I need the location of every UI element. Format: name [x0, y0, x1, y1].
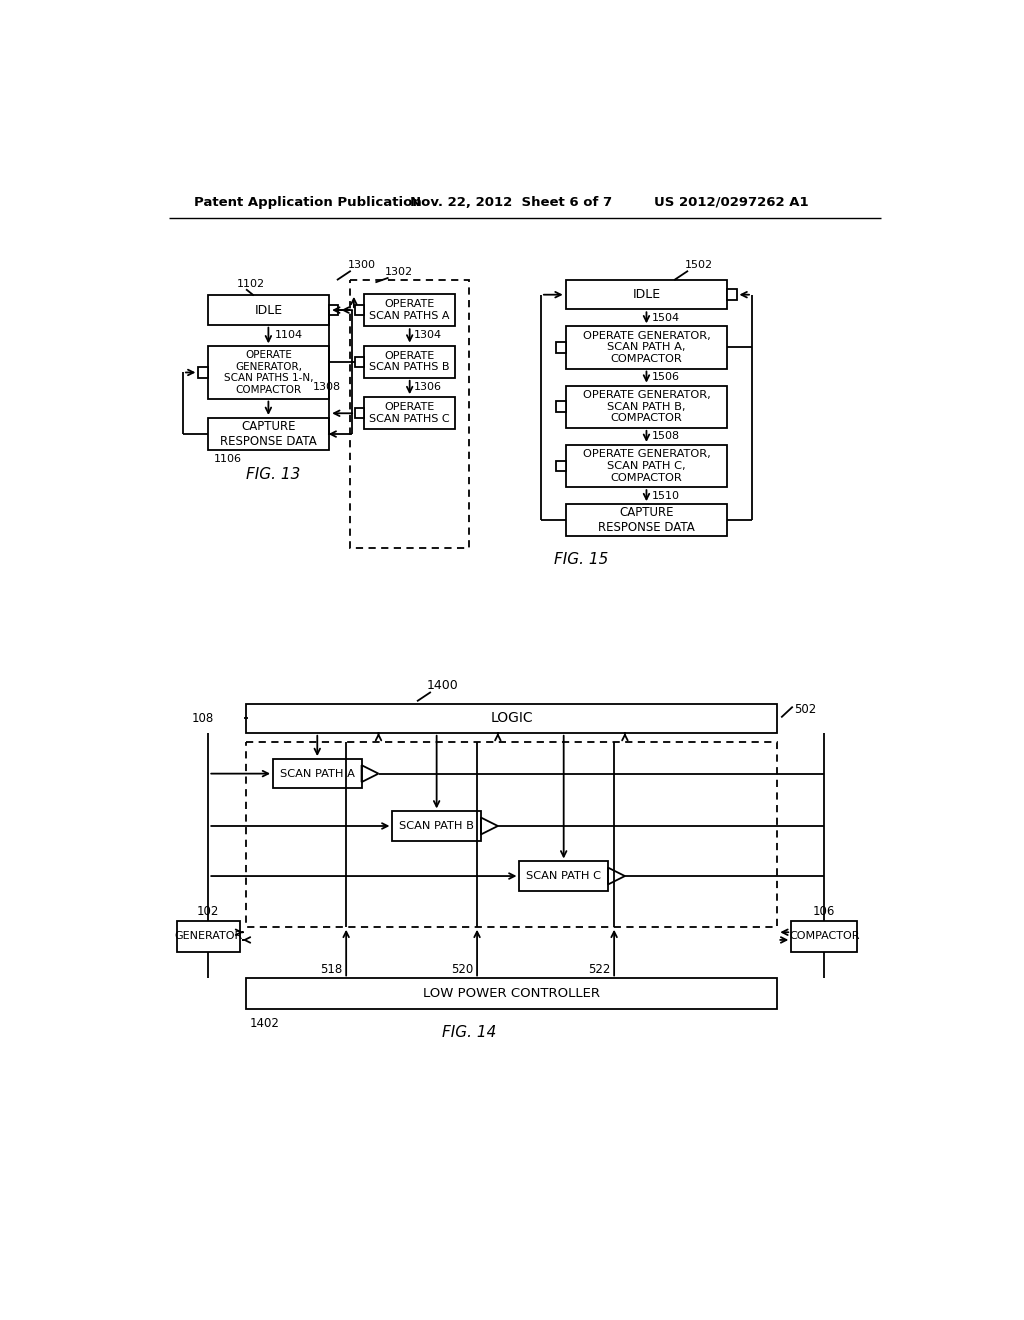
Text: OPERATE GENERATOR,
SCAN PATH C,
COMPACTOR: OPERATE GENERATOR, SCAN PATH C, COMPACTO…	[583, 449, 711, 483]
Text: 102: 102	[198, 906, 219, 917]
Bar	[273, 759, 361, 788]
Text: Patent Application Publication: Patent Application Publication	[194, 195, 422, 209]
Text: OPERATE GENERATOR,
SCAN PATH A,
COMPACTOR: OPERATE GENERATOR, SCAN PATH A, COMPACTO…	[583, 331, 711, 364]
Bar	[565, 280, 727, 309]
Text: 502: 502	[795, 704, 816, 717]
Bar	[350, 280, 469, 548]
Bar	[565, 385, 727, 428]
Text: FIG. 13: FIG. 13	[246, 467, 300, 482]
Text: SCAN PATH A: SCAN PATH A	[280, 768, 354, 779]
Bar	[177, 921, 240, 952]
Bar	[365, 346, 455, 378]
Text: GENERATOR: GENERATOR	[174, 931, 243, 941]
Text: 1508: 1508	[652, 432, 680, 441]
Text: 520: 520	[451, 962, 473, 975]
Text: 1510: 1510	[652, 491, 680, 500]
Text: IDLE: IDLE	[254, 304, 283, 317]
Text: 1506: 1506	[652, 372, 680, 381]
Bar	[519, 862, 608, 891]
Bar	[330, 305, 339, 315]
Text: FIG. 15: FIG. 15	[554, 552, 608, 568]
Bar	[355, 356, 365, 367]
Text: LOGIC: LOGIC	[490, 711, 534, 725]
Text: 1402: 1402	[250, 1016, 280, 1030]
Bar	[246, 704, 777, 733]
Text: 518: 518	[321, 962, 342, 975]
Text: 1304: 1304	[415, 330, 442, 341]
Bar	[392, 812, 481, 841]
Text: COMPACTOR: COMPACTOR	[790, 931, 859, 941]
Text: 1300: 1300	[348, 260, 376, 269]
Text: SCAN PATH C: SCAN PATH C	[526, 871, 601, 880]
Bar	[565, 326, 727, 368]
Text: SCAN PATH B: SCAN PATH B	[399, 821, 474, 832]
Text: 1106: 1106	[214, 454, 242, 465]
Bar	[727, 289, 736, 300]
Text: 106: 106	[813, 906, 836, 917]
Bar	[355, 305, 365, 315]
Bar	[556, 461, 565, 471]
Bar	[199, 367, 208, 378]
Text: CAPTURE
RESPONSE DATA: CAPTURE RESPONSE DATA	[220, 420, 316, 447]
Text: Nov. 22, 2012  Sheet 6 of 7: Nov. 22, 2012 Sheet 6 of 7	[410, 195, 612, 209]
Bar	[355, 408, 365, 418]
Bar	[208, 346, 330, 399]
Text: 1400: 1400	[427, 680, 459, 693]
Text: 1102: 1102	[237, 279, 265, 289]
Text: 1502: 1502	[685, 260, 713, 269]
Bar	[208, 418, 330, 450]
Bar	[565, 504, 727, 536]
Text: OPERATE GENERATOR,
SCAN PATH B,
COMPACTOR: OPERATE GENERATOR, SCAN PATH B, COMPACTO…	[583, 391, 711, 424]
Text: 1504: 1504	[652, 313, 680, 323]
Text: US 2012/0297262 A1: US 2012/0297262 A1	[654, 195, 809, 209]
Bar	[208, 296, 330, 325]
Text: LOW POWER CONTROLLER: LOW POWER CONTROLLER	[423, 987, 600, 1001]
Text: 1306: 1306	[415, 381, 442, 392]
Bar	[365, 397, 455, 429]
Text: 1308: 1308	[313, 381, 341, 392]
Bar	[365, 294, 455, 326]
Text: OPERATE
GENERATOR,
SCAN PATHS 1-N,
COMPACTOR: OPERATE GENERATOR, SCAN PATHS 1-N, COMPA…	[223, 350, 313, 395]
Text: 522: 522	[588, 962, 610, 975]
Bar	[556, 401, 565, 412]
Text: 108: 108	[191, 711, 214, 725]
Text: OPERATE
SCAN PATHS C: OPERATE SCAN PATHS C	[370, 403, 450, 424]
Text: OPERATE
SCAN PATHS B: OPERATE SCAN PATHS B	[370, 351, 450, 372]
Text: CAPTURE
RESPONSE DATA: CAPTURE RESPONSE DATA	[598, 507, 695, 535]
Text: 1104: 1104	[274, 330, 303, 341]
Bar	[556, 342, 565, 352]
Bar	[565, 445, 727, 487]
Text: OPERATE
SCAN PATHS A: OPERATE SCAN PATHS A	[370, 300, 450, 321]
Bar	[246, 978, 777, 1010]
Text: IDLE: IDLE	[633, 288, 660, 301]
Text: FIG. 14: FIG. 14	[442, 1024, 497, 1040]
Bar	[792, 921, 857, 952]
Text: 1302: 1302	[385, 268, 413, 277]
Bar	[246, 742, 777, 927]
